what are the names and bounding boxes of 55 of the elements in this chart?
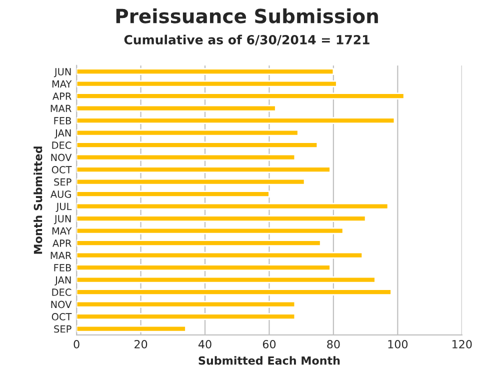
y-tick-label: AUG bbox=[50, 190, 71, 198]
x-tick-label: 100 bbox=[388, 340, 408, 348]
y-tick-label: JUL bbox=[56, 202, 72, 212]
bar bbox=[76, 190, 270, 198]
chart-subtitle: Cumulative as of 6/30/2014 = 1721 bbox=[124, 34, 370, 46]
y-tick-label: MAR bbox=[50, 252, 72, 260]
y-tick-label: DEC bbox=[52, 142, 72, 149]
bar bbox=[76, 240, 322, 247]
x-tick-label: 60 bbox=[262, 340, 276, 348]
y-tick-label: MAY bbox=[52, 80, 72, 88]
bar bbox=[76, 252, 364, 259]
bar bbox=[76, 92, 405, 100]
y-tick-label: MAR bbox=[50, 104, 72, 112]
bar bbox=[76, 227, 344, 234]
bar bbox=[76, 142, 318, 149]
bar bbox=[76, 325, 186, 332]
bar bbox=[76, 129, 299, 136]
y-tick-label: JUN bbox=[54, 68, 71, 78]
x-tick-label: 80 bbox=[327, 340, 340, 348]
bar bbox=[76, 166, 331, 174]
y-tick-label: FEB bbox=[54, 117, 72, 124]
y-tick-label: APR bbox=[52, 92, 72, 100]
bar bbox=[76, 288, 392, 296]
bar bbox=[76, 264, 331, 272]
x-tick-label: 20 bbox=[134, 340, 148, 348]
bar bbox=[76, 117, 396, 124]
y-tick-label: OCT bbox=[52, 166, 72, 174]
x-tick-label: 40 bbox=[198, 340, 212, 348]
y-tick-label: SEP bbox=[54, 325, 72, 333]
x-tick-label: 120 bbox=[452, 340, 472, 348]
y-axis-title: Month Submitted bbox=[34, 146, 42, 254]
bar bbox=[76, 313, 296, 320]
y-tick-label: JAN bbox=[54, 129, 71, 138]
x-tick-label: 0 bbox=[74, 340, 80, 348]
y-tick-label: JAN bbox=[54, 276, 71, 286]
bar bbox=[76, 80, 338, 88]
bar bbox=[76, 276, 376, 284]
y-tick-label: SEP bbox=[54, 178, 72, 186]
y-tick-label: DEC bbox=[52, 288, 72, 296]
y-tick-label: NOV bbox=[51, 300, 72, 308]
bar bbox=[76, 154, 296, 161]
bar bbox=[76, 300, 296, 308]
bar bbox=[76, 68, 334, 76]
bar bbox=[76, 215, 366, 222]
y-tick-label: FEB bbox=[54, 264, 72, 272]
y-tick-label: NOV bbox=[51, 154, 72, 162]
y-tick-label: OCT bbox=[52, 313, 72, 320]
chart-title: Preissuance Submission bbox=[116, 8, 378, 24]
bar bbox=[76, 104, 276, 112]
x-axis-title: Submitted Each Month bbox=[198, 356, 340, 365]
y-tick-label: APR bbox=[52, 240, 72, 247]
y-tick-label: JUN bbox=[54, 215, 71, 224]
bar bbox=[76, 202, 389, 210]
bar bbox=[76, 178, 306, 186]
y-tick-label: MAY bbox=[52, 227, 72, 235]
